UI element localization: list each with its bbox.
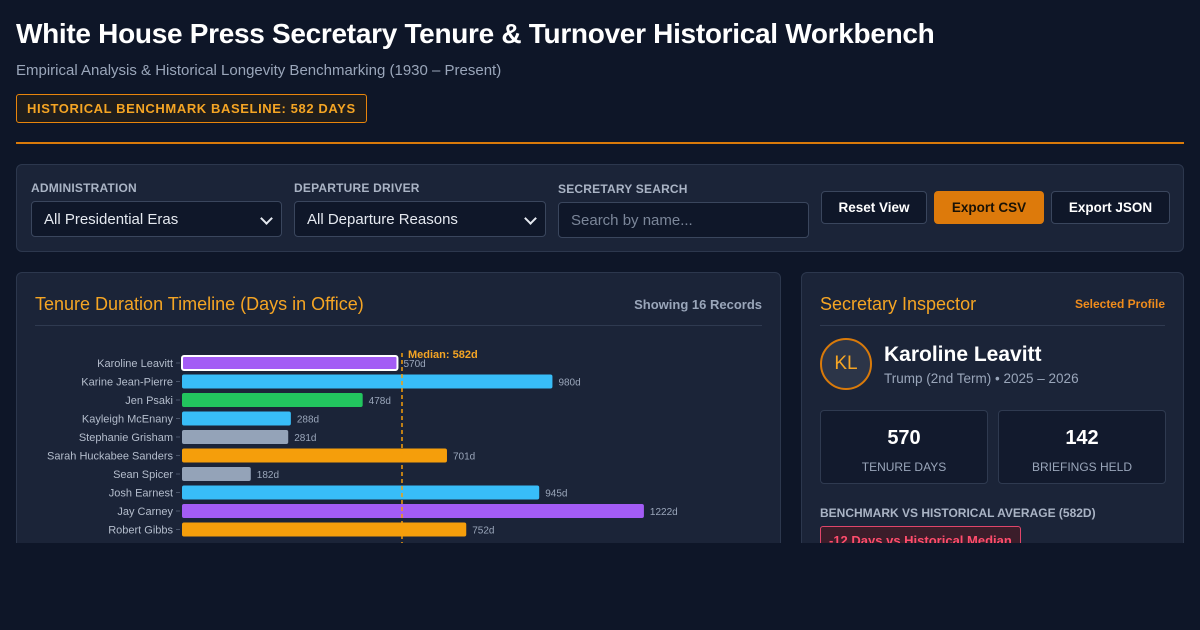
- filter-bar: ADMINISTRATION All Presidential Eras DEP…: [16, 164, 1184, 252]
- bar-value-label: 288d: [297, 415, 319, 426]
- page-header: White House Press Secretary Tenure & Tur…: [16, 18, 1184, 123]
- briefings-label: BRIEFINGS HELD: [1031, 460, 1133, 474]
- tenure-chart: Karoline Leavitt 570d Karine Jean-Pierre 98…: [47, 349, 678, 543]
- page-subtitle: Empirical Analysis & Historical Longevit…: [16, 62, 502, 79]
- bar-value-label: 980d: [558, 378, 580, 389]
- driver-control: DEPARTURE DRIVER: [294, 181, 420, 195]
- bar-value-label: 478d: [369, 396, 391, 407]
- driver-value: All Departure Reasons: [307, 210, 458, 228]
- secretary-name: Karoline Leavitt: [884, 343, 1042, 366]
- bar-value-label: 182d: [257, 470, 279, 481]
- tenure-bar[interactable]: [181, 355, 399, 371]
- export-json-button[interactable]: Export JSON: [1051, 191, 1170, 224]
- bar-label: Josh Earnest: [109, 488, 173, 500]
- tenure-days-value: 570: [887, 427, 921, 449]
- briefings-value: 142: [1065, 427, 1099, 449]
- reset-view-button[interactable]: Reset View: [821, 191, 927, 224]
- chevron-down-icon: [524, 212, 537, 225]
- bar-label: Jay Carney: [117, 506, 173, 518]
- inspector-divider: [820, 325, 1165, 326]
- administration-label: ADMINISTRATION: [31, 181, 137, 195]
- tenure-days-card: 570 TENURE DAYS: [820, 410, 988, 484]
- benchmark-label: BENCHMARK VS HISTORICAL AVERAGE (582D): [820, 506, 1096, 520]
- briefings-card: 142 BRIEFINGS HELD: [998, 410, 1166, 484]
- tenure-bar[interactable]: [182, 393, 363, 407]
- timeline-panel: Tenure Duration Timeline (Days in Office…: [16, 272, 781, 572]
- tenure-bar[interactable]: [182, 411, 291, 426]
- secretary-search-input[interactable]: Search by name...: [558, 202, 809, 238]
- chevron-down-icon: [260, 212, 273, 225]
- header-divider: [16, 142, 1184, 144]
- bar-value-label: 570d: [403, 359, 425, 370]
- median-label: Median: 582d: [408, 349, 478, 361]
- bar-value-label: 281d: [294, 433, 316, 444]
- timeline-divider: [35, 325, 762, 326]
- inspector-panel: Secretary Inspector Selected Profile KL …: [801, 272, 1184, 572]
- tenure-bar[interactable]: [182, 485, 540, 500]
- bar-label: Sarah Huckabee Sanders: [47, 451, 173, 463]
- tenure-bar[interactable]: [182, 374, 553, 389]
- administration-control: ADMINISTRATION: [31, 181, 137, 195]
- tenure-bar[interactable]: [182, 448, 447, 463]
- record-count: Showing 16 Records: [634, 297, 762, 312]
- bar-label: Karine Jean-Pierre: [81, 377, 173, 389]
- tenure-days-label: TENURE DAYS: [861, 460, 947, 474]
- bar-label: Sean Spicer: [113, 469, 173, 481]
- administration-select[interactable]: All Presidential Eras: [31, 201, 282, 237]
- tenure-bar[interactable]: [182, 522, 467, 537]
- departure-driver-select[interactable]: All Departure Reasons: [294, 201, 546, 237]
- bar-label: Jen Psaki: [125, 395, 173, 407]
- bar-label: Kayleigh McEnany: [82, 414, 174, 426]
- bar-value-label: 945d: [545, 489, 567, 500]
- export-csv-button[interactable]: Export CSV: [934, 191, 1044, 224]
- tenure-bar[interactable]: [182, 504, 644, 518]
- inspector-title: Secretary Inspector: [820, 294, 977, 314]
- search-label: SECRETARY SEARCH: [558, 182, 688, 196]
- secretary-term: Trump (2nd Term) • 2025 – 2026: [884, 371, 1079, 386]
- tenure-bar[interactable]: [182, 467, 251, 481]
- driver-label: DEPARTURE DRIVER: [294, 181, 420, 195]
- selected-profile-label: Selected Profile: [1074, 297, 1165, 311]
- bar-label: Robert Gibbs: [108, 525, 173, 537]
- timeline-title: Tenure Duration Timeline (Days in Office…: [35, 294, 364, 314]
- tenure-bar[interactable]: [182, 430, 289, 444]
- bar-value-label: 701d: [453, 452, 475, 463]
- administration-value: All Presidential Eras: [44, 210, 179, 228]
- page-title: White House Press Secretary Tenure & Tur…: [16, 18, 935, 49]
- viewport-cutoff: [0, 543, 1200, 630]
- benchmark-badge: HISTORICAL BENCHMARK BASELINE: 582 DAYS: [16, 94, 367, 123]
- search-control: SECRETARY SEARCH: [558, 182, 688, 196]
- avatar: KL: [820, 338, 872, 390]
- search-placeholder: Search by name...: [571, 211, 693, 229]
- bar-label: Karoline Leavitt: [97, 358, 173, 370]
- bar-label: Stephanie Grisham: [79, 432, 173, 444]
- bar-value-label: 752d: [472, 526, 494, 537]
- bar-value-label: 1222d: [650, 507, 678, 518]
